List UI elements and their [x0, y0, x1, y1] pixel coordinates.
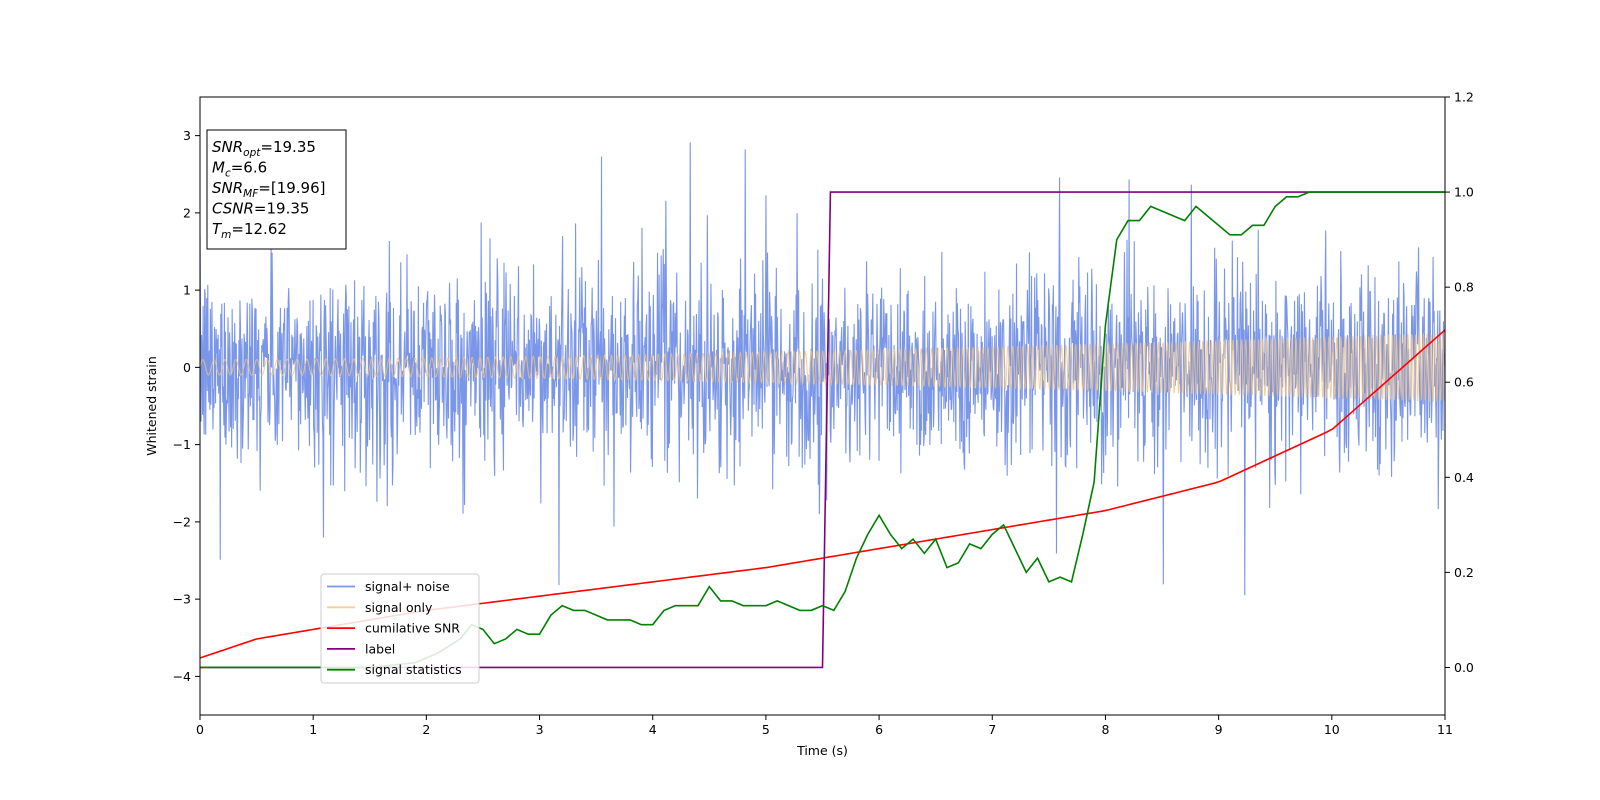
x-tick-label: 3	[536, 722, 544, 737]
axes-layer: 0 1 2 3 4 5 6 7 8 9 10 11 −4 −3 −2 −1 0 1 2 3 0.0 0.2 0.4 0.6 0.…	[173, 90, 1474, 738]
x-tick-label: 7	[988, 722, 996, 737]
legend-label: label	[365, 641, 395, 656]
legend-frame	[320, 573, 480, 684]
y-tick-label: −2	[173, 514, 191, 529]
legend-label: cumilative SNR	[365, 621, 460, 636]
annotation-line: CSNR=19.35	[212, 200, 309, 218]
x-tick-label: 2	[422, 722, 430, 737]
series-signal-noise-line	[200, 142, 1445, 596]
annotation-frame	[206, 129, 347, 250]
y-tick-label: 3	[183, 128, 191, 143]
y2-tick-label: 0.4	[1454, 470, 1474, 485]
legend-label: signal only	[365, 600, 433, 615]
y2-tick-label: 1.0	[1454, 185, 1474, 200]
x-tick-label: 5	[762, 722, 770, 737]
y2-tick-label: 0.8	[1454, 280, 1474, 295]
legend-label: signal+ noise	[365, 579, 450, 594]
x-axis-label: Time (s)	[796, 743, 848, 758]
annotation-line: SNRopt=19.35	[212, 138, 316, 159]
x-tick-label: 0	[196, 722, 204, 737]
series-label-line	[200, 191, 1445, 669]
x-tick-label: 1	[309, 722, 317, 737]
plot-frame	[199, 96, 1446, 716]
annotation-line: Mc=6.6	[212, 159, 267, 180]
annotation-line: SNRMF=[19.96]	[212, 179, 326, 200]
y-tick-label: 2	[183, 205, 191, 220]
x-tick-label: 10	[1324, 722, 1340, 737]
legend: signal+ noise signal only cumilative SNR la…	[320, 573, 480, 684]
series-signal-only-line	[200, 332, 1445, 402]
legend-label: signal statistics	[365, 662, 462, 677]
y-tick-label: −1	[173, 437, 191, 452]
y-tick-label: 0	[183, 360, 191, 375]
y-axis-label: Whitened strain	[144, 356, 159, 455]
y2-tick-label: 1.2	[1454, 90, 1474, 105]
x-tick-label: 8	[1101, 722, 1109, 737]
x-tick-label: 4	[649, 722, 657, 737]
x-tick-label: 9	[1215, 722, 1223, 737]
y-tick-label: −3	[173, 592, 191, 607]
annotation-line: Tm=12.62	[212, 220, 287, 241]
series-signal-statistics-line	[200, 191, 1445, 669]
y-tick-label: −4	[173, 669, 191, 684]
y2-tick-label: 0.0	[1454, 660, 1474, 675]
x-tick-label: 11	[1437, 722, 1453, 737]
annotation-box: SNRopt=19.35Mc=6.6SNRMF=[19.96]CSNR=19.3…	[206, 129, 347, 250]
y2-tick-label: 0.6	[1454, 375, 1474, 390]
x-tick-label: 6	[875, 722, 883, 737]
y-tick-label: 1	[183, 283, 191, 298]
y2-tick-label: 0.2	[1454, 565, 1474, 580]
